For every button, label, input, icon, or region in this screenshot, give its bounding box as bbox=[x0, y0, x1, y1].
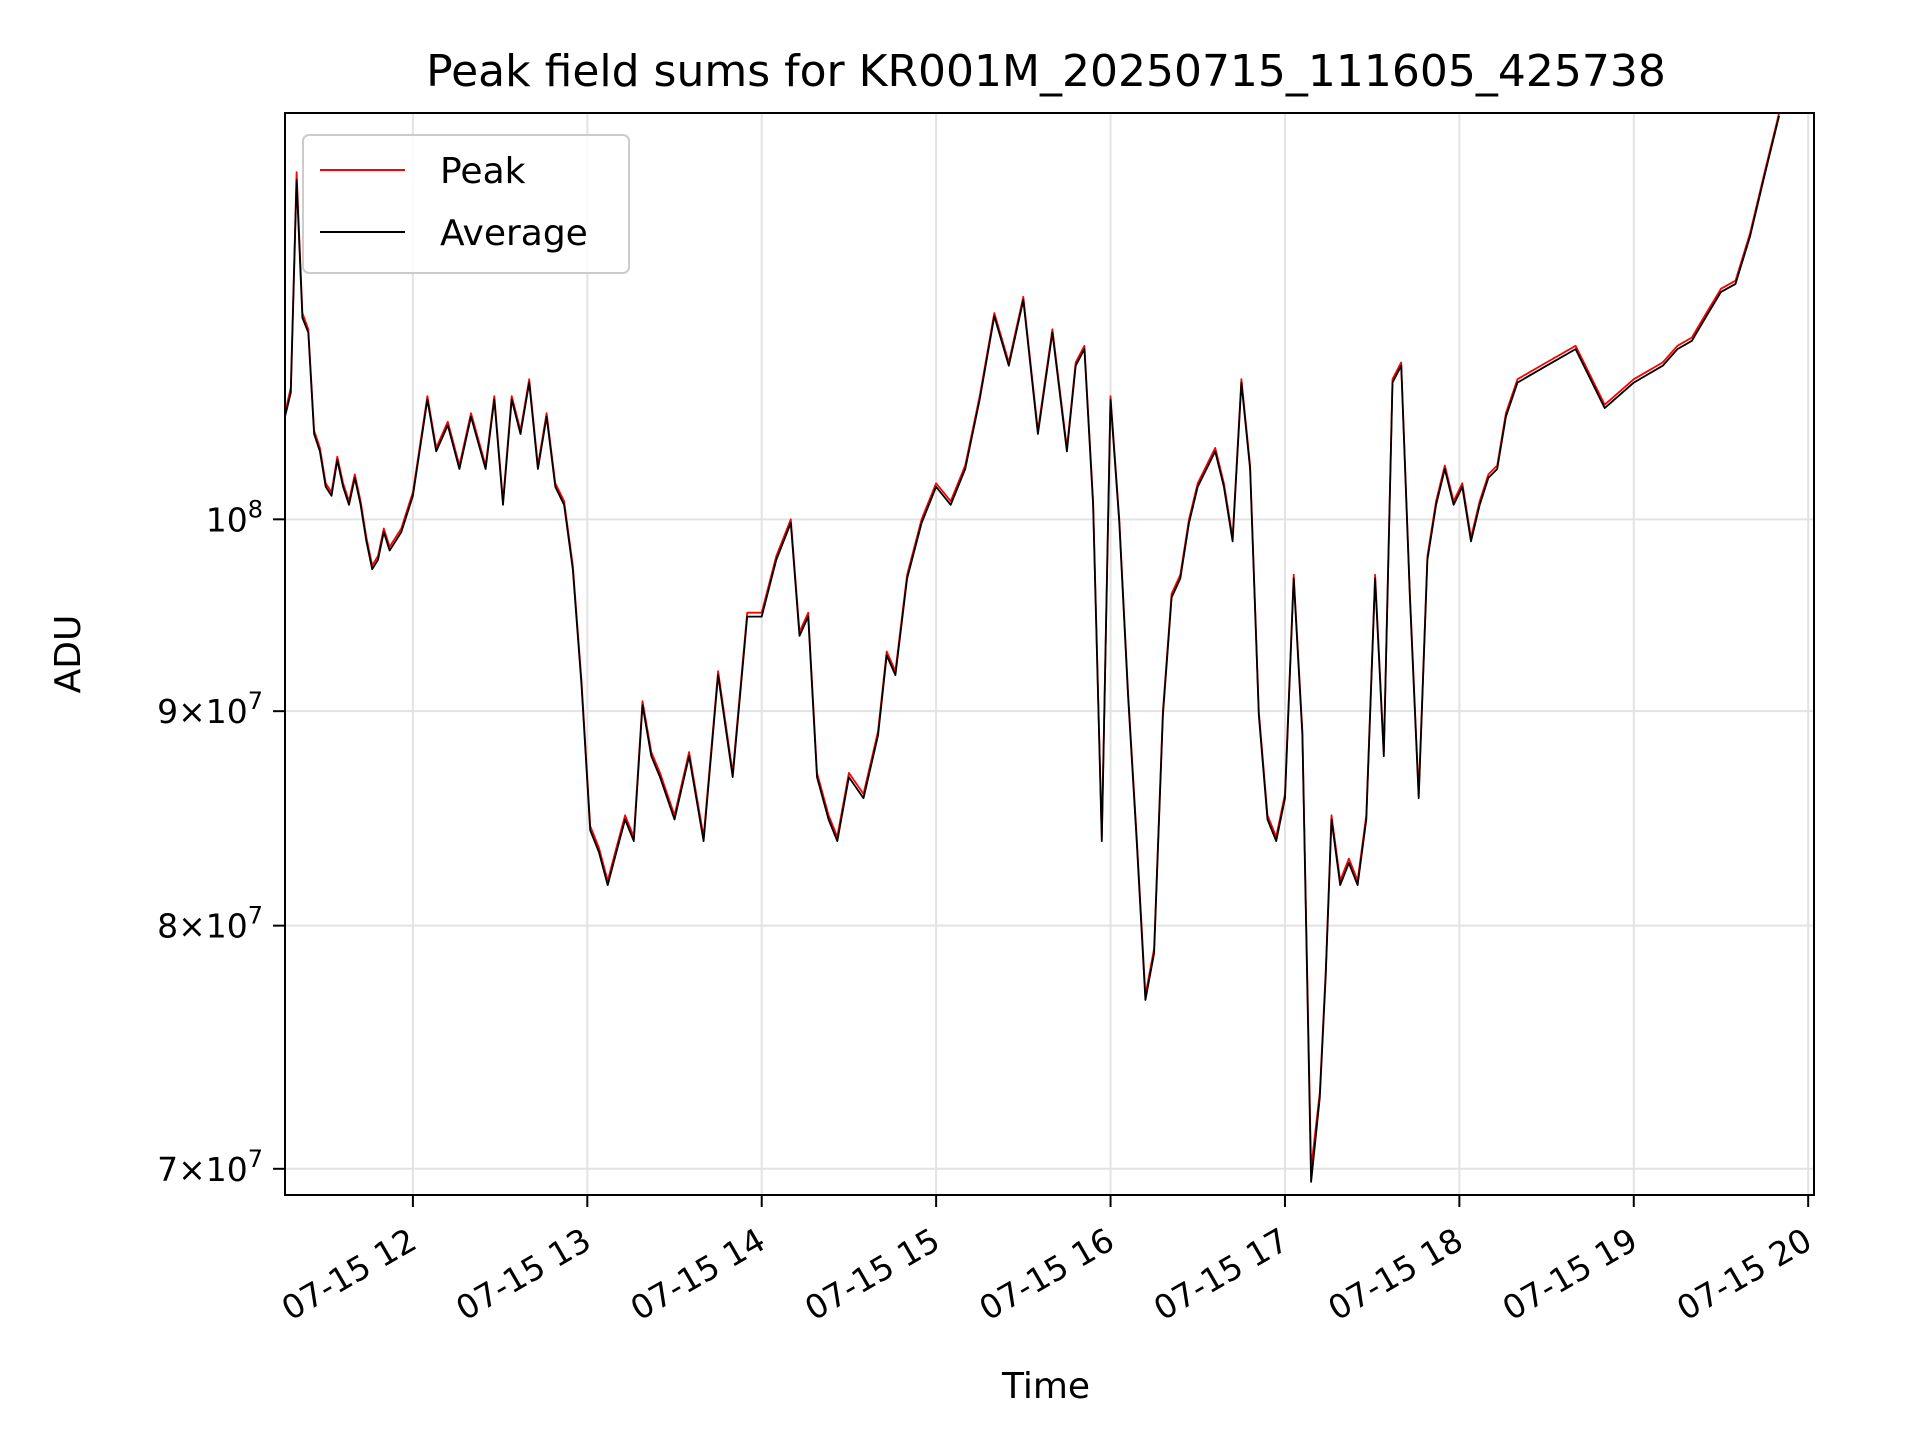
legend: Peak Average bbox=[302, 134, 630, 274]
series-line-average bbox=[284, 115, 1780, 1183]
chart-title: Peak field sums for KR001M_20250715_1116… bbox=[426, 46, 1666, 97]
y-tick-label: 9×107 bbox=[157, 687, 263, 731]
y-tick-label: 7×107 bbox=[157, 1145, 263, 1189]
y-axis-ticks: 7×107 8×107 9×107 108 bbox=[157, 495, 285, 1189]
y-tick-label: 108 bbox=[206, 495, 263, 539]
grid bbox=[285, 113, 1814, 1195]
legend-label-peak: Peak bbox=[440, 151, 526, 192]
plot-lines bbox=[284, 112, 1780, 1183]
legend-label-average: Average bbox=[440, 213, 588, 254]
x-axis-label: Time bbox=[1001, 1366, 1090, 1407]
y-tick-label: 8×107 bbox=[157, 902, 263, 946]
y-axis-label: ADU bbox=[48, 615, 89, 694]
axes-frame bbox=[284, 112, 1815, 1196]
